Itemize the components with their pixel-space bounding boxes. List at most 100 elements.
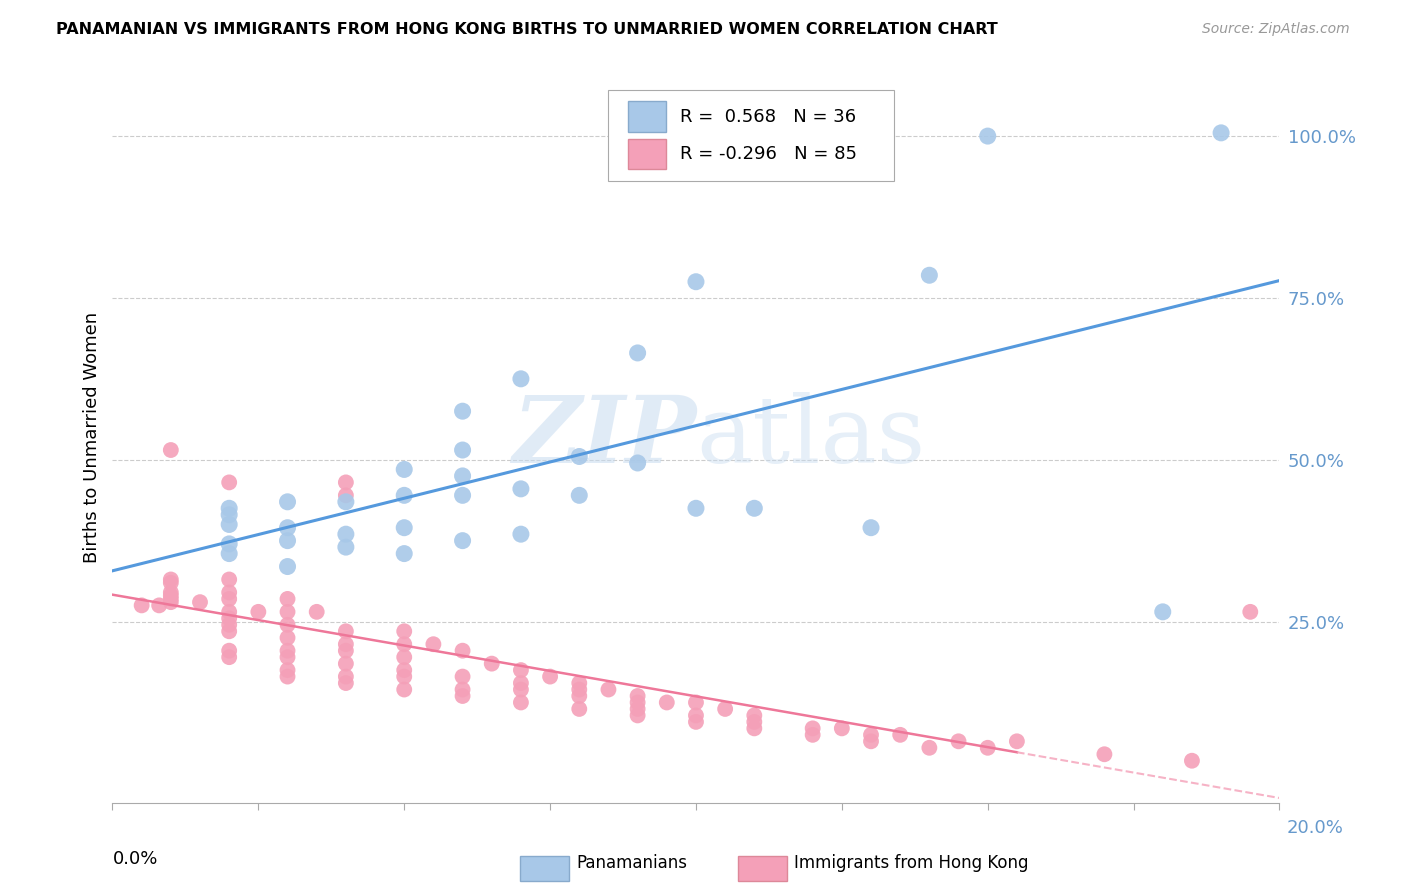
Point [451,469,474,483]
Point [422,637,444,651]
Point [160,443,183,458]
Point [335,657,357,671]
Point [742,722,765,736]
Text: Source: ZipAtlas.com: Source: ZipAtlas.com [1202,22,1350,37]
Point [218,508,240,522]
Point [509,696,531,710]
Point [1152,605,1174,619]
Point [568,488,591,502]
Point [859,734,883,748]
Point [509,372,531,386]
Point [742,708,765,723]
Point [742,501,765,516]
Point [335,643,357,657]
Point [276,533,298,548]
Point [276,650,298,665]
Point [335,488,357,502]
Point [831,722,853,736]
Point [509,682,531,697]
Point [335,676,357,690]
Text: 0.0%: 0.0% [112,850,157,868]
Point [160,595,183,609]
Point [218,643,240,657]
Point [335,637,357,651]
Point [392,488,416,502]
Point [188,595,211,609]
Point [218,624,240,639]
Point [392,682,416,697]
Point [685,714,707,729]
Point [276,605,298,619]
Point [626,689,648,703]
Text: ZIP: ZIP [512,392,696,482]
Point [538,669,561,683]
Point [801,722,824,736]
Point [859,728,883,742]
Point [335,495,357,509]
Point [392,637,416,651]
Point [509,663,531,677]
Point [742,714,765,729]
Point [976,129,998,144]
Point [276,663,298,677]
Point [247,605,270,619]
Point [218,585,240,599]
Text: 20.0%: 20.0% [1286,819,1343,837]
Point [218,573,240,587]
Point [918,268,941,283]
Point [1239,605,1261,619]
Bar [628,102,665,132]
Point [131,599,153,613]
Point [509,482,531,496]
Point [1209,126,1232,140]
Point [392,624,416,639]
Point [626,456,648,470]
Point [1181,754,1204,768]
Text: PANAMANIAN VS IMMIGRANTS FROM HONG KONG BIRTHS TO UNMARRIED WOMEN CORRELATION CH: PANAMANIAN VS IMMIGRANTS FROM HONG KONG … [56,22,998,37]
Point [626,702,648,716]
Point [276,631,298,645]
Point [626,346,648,360]
Text: Panamanians: Panamanians [576,855,688,872]
Point [568,702,591,716]
FancyBboxPatch shape [609,90,894,181]
Point [568,689,591,703]
Point [451,643,474,657]
Point [451,669,474,683]
Point [218,537,240,551]
Point [976,740,998,755]
Point [160,585,183,599]
Point [801,728,824,742]
Point [889,728,911,742]
Point [305,605,328,619]
Point [509,676,531,690]
Point [276,591,298,606]
Point [160,575,183,590]
Point [626,696,648,710]
Point [714,702,737,716]
Point [451,404,474,418]
Point [218,617,240,632]
Text: R =  0.568   N = 36: R = 0.568 N = 36 [679,108,856,126]
Point [218,605,240,619]
Point [568,450,591,464]
Text: atlas: atlas [696,392,925,482]
Point [451,488,474,502]
Point [276,643,298,657]
Point [481,657,503,671]
Point [276,669,298,683]
Point [918,740,941,755]
Point [335,669,357,683]
Point [335,475,357,490]
Point [218,611,240,625]
Point [685,708,707,723]
Point [392,462,416,476]
Point [568,682,591,697]
Point [859,521,883,535]
Bar [628,138,665,169]
Point [451,443,474,458]
Text: Immigrants from Hong Kong: Immigrants from Hong Kong [794,855,1029,872]
Point [335,527,357,541]
Y-axis label: Births to Unmarried Women: Births to Unmarried Women [83,311,101,563]
Point [218,650,240,665]
